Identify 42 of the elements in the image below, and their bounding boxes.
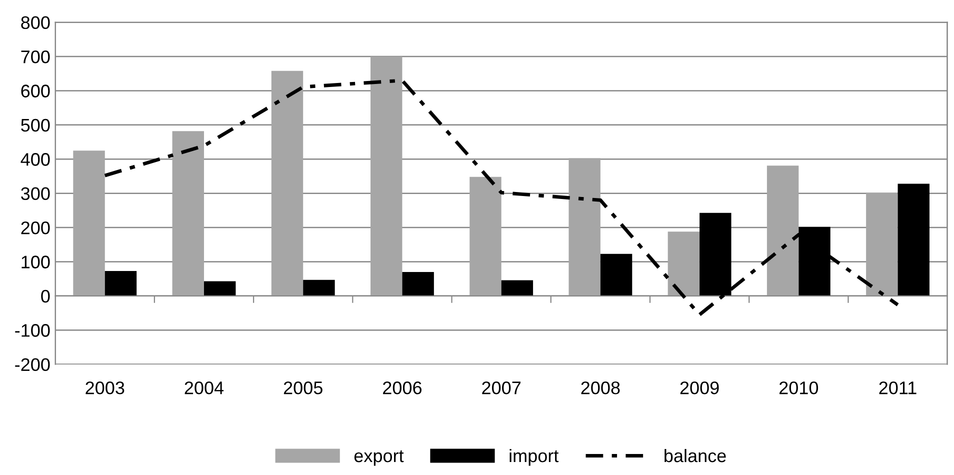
x-tick-label: 2006: [383, 381, 422, 394]
legend-label: balance: [664, 448, 726, 462]
x-tick-label: 2004: [184, 381, 224, 394]
bar: [104, 270, 137, 296]
line-series: [103, 78, 900, 316]
y-tick-label: 700: [21, 50, 50, 64]
x-tick-label: 2003: [86, 381, 124, 394]
x-tick-label: 2010: [779, 381, 818, 394]
bar: [73, 150, 105, 296]
bar: [303, 280, 335, 296]
legend-label: export: [354, 450, 404, 466]
y-tick-label: 400: [20, 153, 50, 166]
y-tick-label: 100: [22, 256, 50, 268]
y-tick-label: -200: [15, 358, 50, 372]
bar: [600, 254, 632, 296]
legend-label: import: [510, 448, 559, 466]
x-tick-label: 2005: [284, 381, 322, 394]
bar: [798, 226, 830, 296]
y-tick-label: 0: [41, 290, 50, 303]
y-tick-label: -100: [15, 324, 50, 337]
y-tick-label: 200: [21, 221, 50, 234]
bar: [370, 56, 402, 296]
y-tick-label: 600: [21, 84, 50, 98]
bar: [898, 184, 930, 296]
bar: [402, 272, 434, 296]
bar: [470, 176, 502, 296]
y-tick-label: 500: [21, 118, 50, 132]
x-tick-label: 2008: [581, 381, 620, 394]
y-tick-label: 300: [21, 187, 50, 200]
bar: [271, 70, 304, 296]
bar: [668, 232, 700, 296]
bar: [866, 192, 898, 296]
bar: [766, 166, 799, 296]
y-tick-label: 800: [21, 16, 50, 30]
bar: [568, 158, 600, 296]
bar: [204, 281, 236, 296]
bar: [501, 280, 534, 296]
bar: [700, 212, 732, 296]
x-tick-label: 2009: [680, 381, 719, 394]
x-tick-label: 2011: [879, 381, 916, 394]
bar: [172, 131, 204, 296]
x-tick-label: 2007: [482, 381, 521, 394]
